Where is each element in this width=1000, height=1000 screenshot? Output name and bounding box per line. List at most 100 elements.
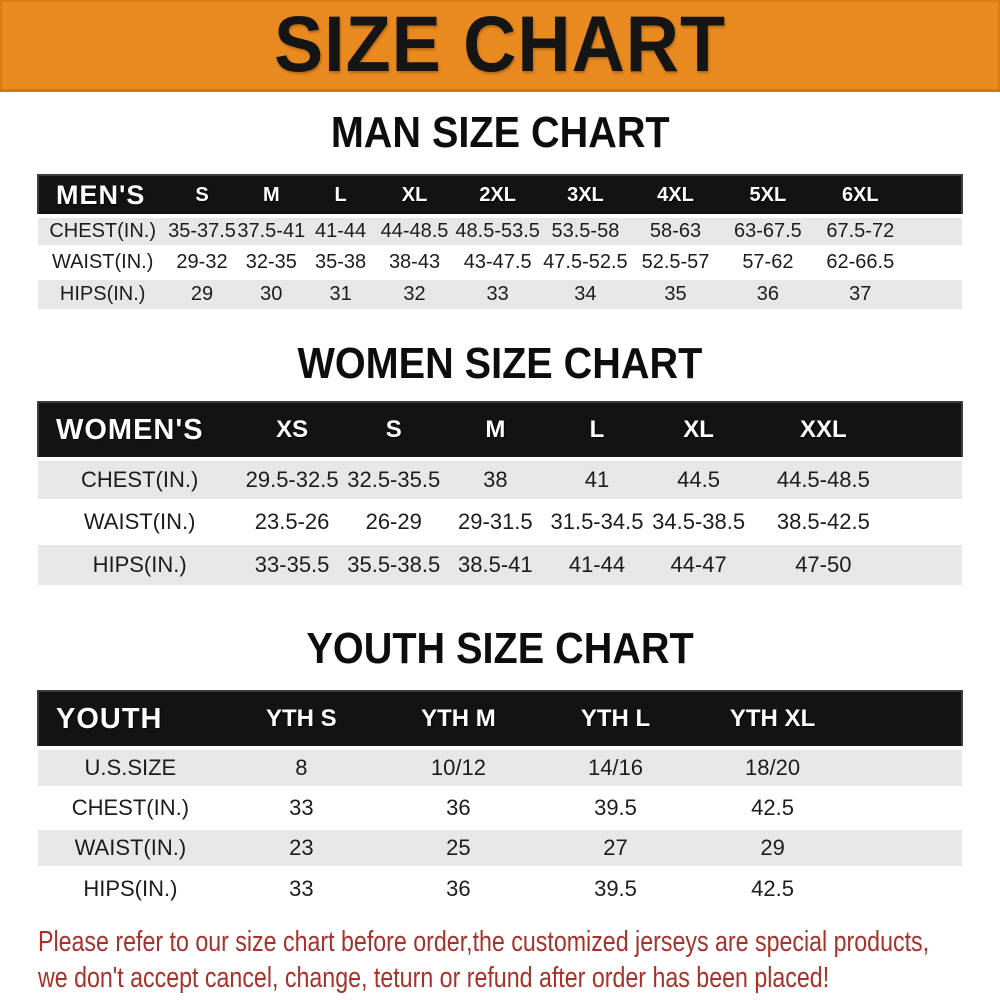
- cell: 27: [536, 826, 695, 868]
- row-label: WAIST(IN.): [38, 499, 242, 543]
- cell: 36: [379, 866, 537, 908]
- cell: 8: [222, 746, 380, 788]
- youth-col-header: YTH S: [265, 705, 337, 732]
- man-section-title: MAN SIZE CHART: [330, 108, 670, 157]
- women-chest-row: CHEST(IN.) 29.5-32.5 32.5-35.5 38 41 44.…: [38, 457, 962, 501]
- cell: 35.5-38.5: [342, 541, 445, 585]
- cell: 36: [379, 786, 537, 828]
- cell: 32.5-35.5: [342, 457, 445, 501]
- youth-ussize-row: U.S.SIZE 8 10/12 14/16 18/20: [38, 746, 962, 788]
- youth-col-header: YTH XL: [729, 705, 816, 732]
- row-label: U.S.SIZE: [38, 746, 223, 788]
- cell: 35-38: [305, 245, 376, 278]
- cell: 44-48.5: [375, 214, 454, 247]
- cell: 32-35: [236, 245, 306, 278]
- order-disclaimer: Please refer to our size chart before or…: [38, 924, 1000, 996]
- women-col-header: M: [485, 416, 506, 443]
- cell: 41: [546, 457, 648, 501]
- row-label: CHEST(IN.): [38, 214, 168, 247]
- cell: 14/16: [536, 746, 695, 788]
- cell: 44.5-48.5: [749, 457, 898, 501]
- youth-hips-row: HIPS(IN.) 33 36 39.5 42.5: [38, 866, 962, 908]
- cell: 33: [222, 786, 380, 828]
- cell: 39.5: [536, 866, 695, 908]
- cell-filler: [906, 245, 962, 278]
- cell-filler: [851, 826, 962, 868]
- cell: 29: [167, 276, 237, 309]
- cell: 53.5-58: [541, 214, 630, 247]
- cell: 30: [236, 276, 306, 309]
- cell: 62-66.5: [814, 245, 907, 278]
- women-col-header: XL: [683, 416, 714, 443]
- disclaimer-line-1: Please refer to our size chart before or…: [38, 926, 930, 958]
- cell: 43-47.5: [453, 245, 542, 278]
- cell: 38: [444, 457, 547, 501]
- cell: 57-62: [721, 245, 815, 278]
- cell: 67.5-72: [814, 214, 907, 247]
- women-col-header: S: [385, 416, 402, 443]
- cell: 37.5-41: [236, 214, 306, 247]
- men-col-header: 5XL: [749, 183, 787, 206]
- disclaimer-line-2: we don't accept cancel, change, teturn o…: [38, 962, 830, 994]
- men-col-header: S: [195, 183, 209, 206]
- cell: 33-35.5: [241, 541, 343, 585]
- cell-filler: [851, 746, 962, 788]
- men-col-header: 6XL: [841, 183, 879, 206]
- cell: 42.5: [694, 786, 852, 828]
- youth-col-header: YTH L: [580, 705, 651, 732]
- cell-filler: [851, 866, 962, 908]
- cell: 41-44: [305, 214, 376, 247]
- cell: 33: [453, 276, 542, 309]
- men-header-filler: [906, 175, 962, 216]
- cell: 34.5-38.5: [647, 499, 750, 543]
- cell: 63-67.5: [721, 214, 815, 247]
- youth-corner-label: YOUTH: [56, 702, 163, 735]
- cell-filler: [897, 499, 962, 543]
- women-header-filler: [897, 402, 962, 459]
- cell: 29: [694, 826, 852, 868]
- cell-filler: [906, 276, 962, 309]
- cell: 42.5: [694, 866, 852, 908]
- women-col-header: L: [589, 416, 605, 443]
- men-col-header: XL: [401, 183, 428, 206]
- cell: 47.5-52.5: [541, 245, 630, 278]
- cell-filler: [897, 541, 962, 585]
- row-label: WAIST(IN.): [38, 826, 223, 868]
- cell-filler: [906, 214, 962, 247]
- cell: 31.5-34.5: [546, 499, 648, 543]
- row-label: HIPS(IN.): [38, 276, 168, 309]
- cell-filler: [851, 786, 962, 828]
- cell: 35-37.5: [167, 214, 237, 247]
- size-chart-banner: SIZE CHART: [0, 0, 1000, 92]
- cell: 38.5-41: [444, 541, 547, 585]
- men-col-header: L: [334, 183, 347, 206]
- youth-header-row: YOUTH YTH S YTH M YTH L YTH XL: [38, 691, 962, 748]
- cell: 10/12: [379, 746, 537, 788]
- cell: 39.5: [536, 786, 695, 828]
- women-col-header: XXL: [799, 416, 847, 443]
- youth-chest-row: CHEST(IN.) 33 36 39.5 42.5: [38, 786, 962, 828]
- women-header-row: WOMEN'S XS S M L XL XXL: [38, 402, 962, 459]
- cell: 26-29: [342, 499, 445, 543]
- cell: 32: [375, 276, 454, 309]
- women-corner-label: WOMEN'S: [56, 413, 204, 446]
- women-size-table: WOMEN'S XS S M L XL XXL CHEST(IN.) 29.5-…: [37, 401, 963, 585]
- cell: 58-63: [629, 214, 722, 247]
- men-col-header: 3XL: [567, 183, 604, 206]
- row-label: CHEST(IN.): [38, 786, 223, 828]
- youth-col-header: YTH M: [421, 705, 496, 732]
- cell: 18/20: [694, 746, 852, 788]
- women-col-header: XS: [276, 416, 309, 443]
- men-col-header: M: [262, 183, 280, 206]
- women-section-title: WOMEN SIZE CHART: [297, 339, 703, 388]
- cell: 34: [541, 276, 630, 309]
- row-label: CHEST(IN.): [38, 457, 242, 501]
- women-hips-row: HIPS(IN.) 33-35.5 35.5-38.5 38.5-41 41-4…: [38, 541, 962, 585]
- cell: 37: [814, 276, 907, 309]
- women-waist-row: WAIST(IN.) 23.5-26 26-29 29-31.5 31.5-34…: [38, 499, 962, 543]
- men-size-table: MEN'S S M L XL 2XL 3XL 4XL 5XL 6XL CHEST…: [37, 174, 963, 309]
- youth-size-table: YOUTH YTH S YTH M YTH L YTH XL U.S.SIZE …: [37, 690, 963, 908]
- cell-filler: [897, 457, 962, 501]
- cell: 36: [721, 276, 815, 309]
- men-col-header: 4XL: [657, 183, 694, 206]
